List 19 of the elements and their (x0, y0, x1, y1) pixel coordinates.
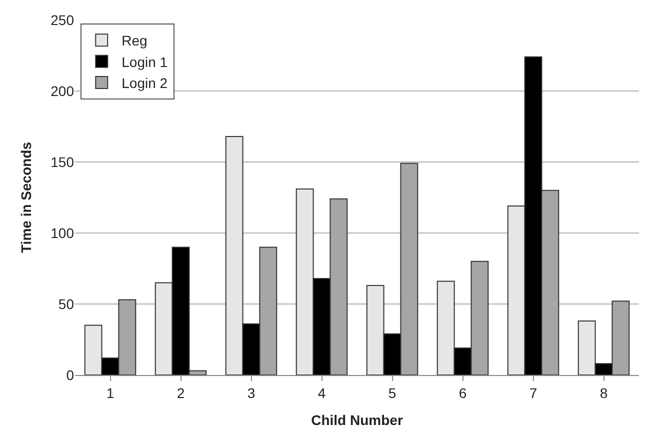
y-tick-label: 100 (50, 224, 74, 241)
legend-label: Reg (122, 32, 148, 49)
legend-label: Login 1 (122, 54, 168, 70)
y-tick-label: 150 (50, 154, 74, 170)
y-tick-label: 50 (58, 296, 74, 312)
x-tick-label: 4 (318, 384, 326, 401)
y-tick-label: 250 (50, 12, 74, 28)
y-tick-label: 200 (50, 82, 74, 99)
x-tick-label: 8 (600, 384, 608, 401)
x-tick-label: 3 (247, 384, 256, 401)
x-tick-label: 7 (529, 384, 538, 401)
legend-label: Login 2 (122, 75, 168, 92)
x-tick-label: 1 (106, 384, 114, 401)
x-tick-label: 6 (458, 384, 467, 401)
y-tick-label: 0 (66, 366, 74, 383)
x-tick-label: 2 (176, 384, 185, 401)
x-axis-title: Child Number (311, 412, 404, 428)
y-axis-title: Time in Seconds (18, 142, 34, 253)
x-tick-label: 5 (388, 384, 396, 401)
